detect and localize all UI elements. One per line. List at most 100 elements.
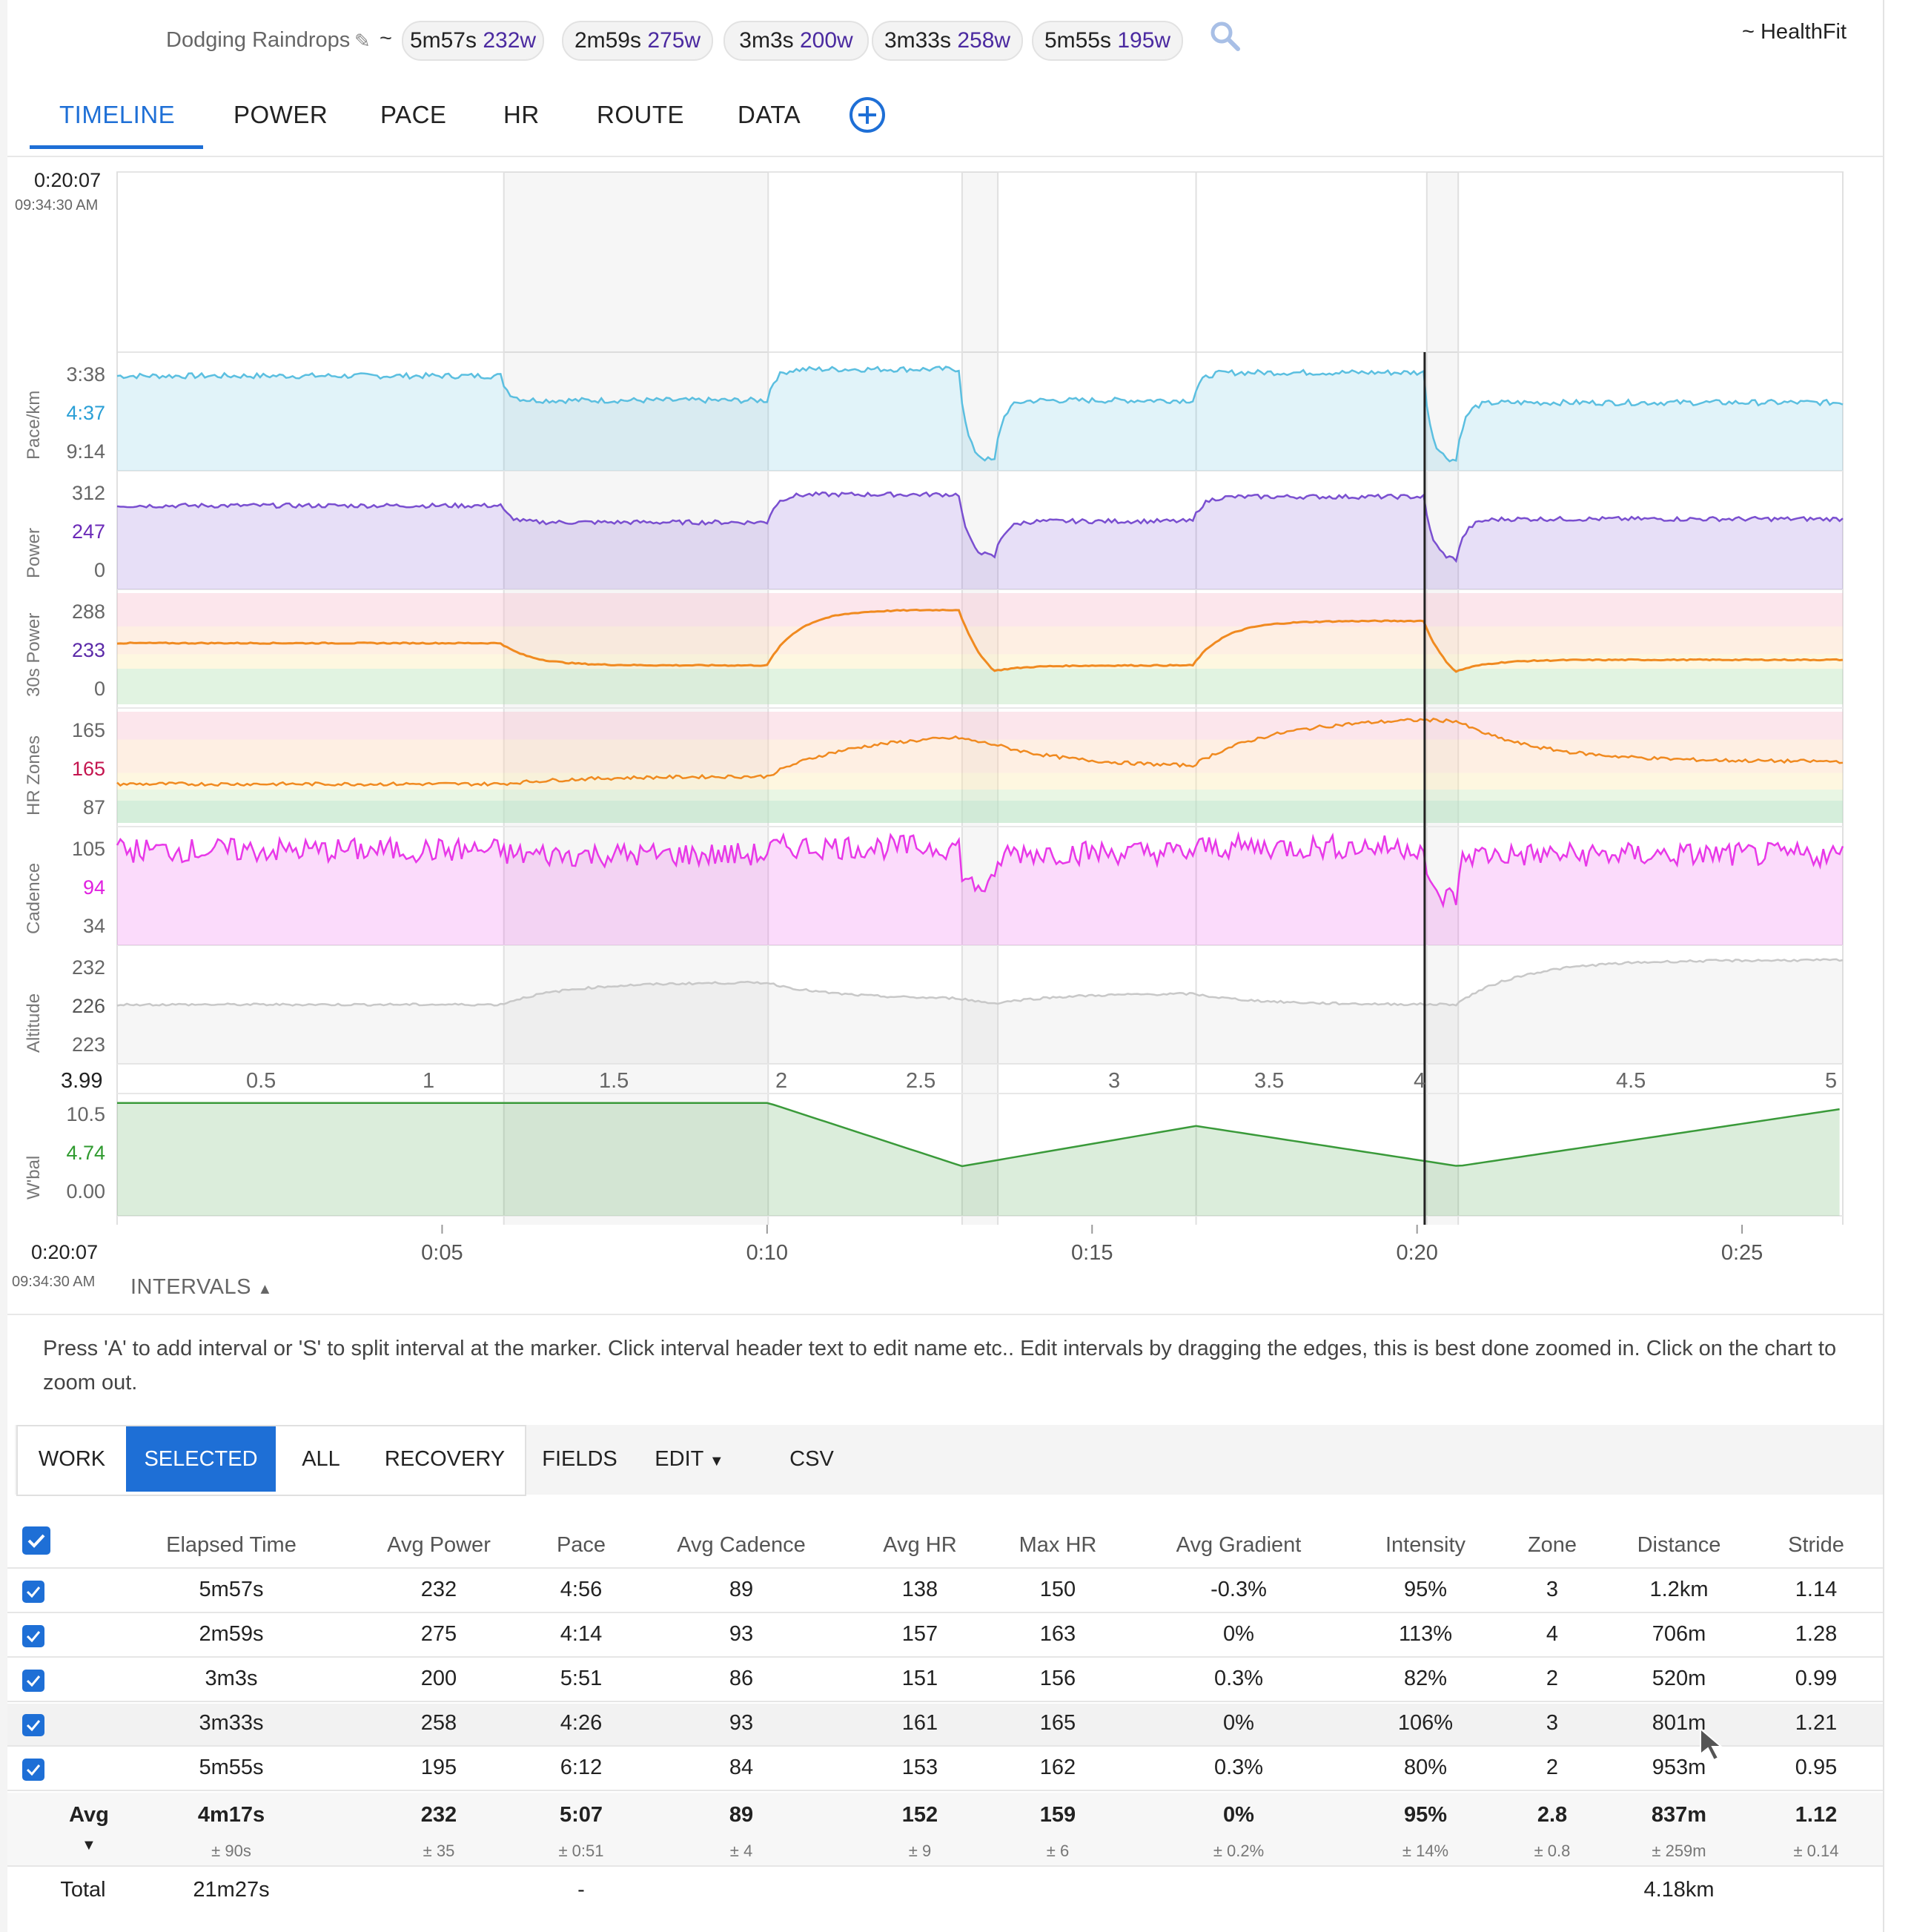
chart-title: 30s Power [24,612,44,697]
table-cell: 3m3s [205,1667,258,1690]
table-cell: 138 [901,1578,938,1601]
table-cell: 2m59s [199,1622,264,1646]
y-top-label: 165 [71,719,105,741]
table-cell: 1.21 [1795,1711,1838,1735]
y-bottom-label: 0 [93,678,105,700]
column-header-stride: Stride [1788,1533,1844,1557]
table-row[interactable]: 5m57s 232 4:56 89 138 150 -0.3% 95% 3 1.2km 1.14 [0,1573,1883,1610]
tab-timeline[interactable]: TIMELINE [59,101,176,128]
interval-chip[interactable]: 2m59s 275w [562,21,713,61]
wbal-line [117,1102,1840,1168]
avg-sd: ± 4 [729,1842,753,1860]
table-cell: -0.3% [1210,1578,1267,1601]
table-cell: 0% [1223,1711,1254,1735]
interval-chip[interactable]: 5m57s 232w [402,21,544,61]
30s-power-zone-band [117,593,1843,626]
chart-title: Pace/km [24,390,44,460]
distance-tick-label: 2 [775,1069,788,1093]
distance-tick-label: 2.5 [906,1069,936,1093]
y-mid-label: 94 [82,876,105,899]
table-cell: 82% [1403,1667,1448,1690]
y-mid-label: 233 [71,639,105,661]
y-top-label: 10.5 [66,1103,105,1125]
row-checkbox[interactable] [22,1759,44,1781]
table-row[interactable]: 3m33s 258 4:26 93 161 165 0% 106% 3 801m 1.21 [0,1707,1883,1744]
active-tab-indicator [30,145,203,149]
avg-value: 2.8 [1537,1803,1568,1827]
edit-button[interactable]: EDIT ▼ [655,1447,724,1471]
table-cell: 0.95 [1795,1756,1838,1779]
table-cell: 150 [1039,1578,1076,1601]
tab-data[interactable]: DATA [738,101,801,128]
table-cell: 520m [1652,1667,1706,1690]
header-tilde: ~ [380,27,392,50]
avg-value: 159 [1039,1803,1076,1827]
avg-row-bg [7,1793,1883,1867]
avg-sd: ± 0.14 [1793,1842,1839,1860]
row-line [7,1656,1883,1658]
divider [7,1314,1883,1315]
total-label: Total [60,1878,106,1902]
table-row[interactable]: 5m55s 195 6:12 84 153 162 0.3% 80% 2 953m 0.95 [0,1751,1883,1788]
table-cell: 161 [901,1711,938,1735]
intervals-toggle[interactable]: INTERVALS ▲ [130,1275,273,1299]
tab-power[interactable]: POWER [234,101,328,128]
activity-name[interactable]: Dodging Raindrops [166,28,351,52]
table-cell: 162 [1039,1756,1076,1779]
filter-work-button[interactable]: WORK [38,1447,106,1471]
tab-route[interactable]: ROUTE [597,101,684,128]
row-checkbox[interactable] [22,1714,44,1736]
total-time: 21m27s [193,1878,270,1902]
row-checkbox[interactable] [22,1625,44,1647]
y-bottom-label: 0 [93,559,105,581]
select-all-checkbox[interactable] [22,1526,50,1555]
column-header-max-hr: Max HR [1019,1533,1097,1557]
table-row[interactable]: 3m3s 200 5:51 86 151 156 0.3% 82% 2 520m 0.99 [0,1662,1883,1699]
tabs-divider [7,156,1883,157]
table-cell: 3 [1546,1711,1559,1735]
time-tick-label: 0:10 [746,1241,789,1265]
filter-recovery-button[interactable]: RECOVERY [384,1447,506,1471]
y-top-label: 105 [71,838,105,860]
table-cell: 89 [729,1578,754,1601]
distance-tick-label: 4 [1414,1069,1426,1093]
avg-sd: ± 0:51 [558,1842,604,1860]
table-header-line [7,1567,1883,1569]
tab-hr[interactable]: HR [503,101,540,128]
csv-button[interactable]: CSV [789,1447,834,1471]
marker-time-top: 0:20:07 [34,169,102,191]
interval-chip[interactable]: 5m55s 195w [1032,21,1183,61]
avg-value: 152 [901,1803,938,1827]
interval-chip[interactable]: 3m33s 258w [872,21,1023,61]
chart-title: Power [24,527,44,578]
interval-chip[interactable]: 3m3s 200w [723,21,869,61]
mouse-cursor-icon [1700,1727,1723,1761]
marker-clock-bottom: 09:34:30 AM [12,1274,96,1290]
add-tab-icon[interactable] [849,96,886,133]
y-bottom-label: 87 [82,796,105,818]
table-row[interactable]: 2m59s 275 4:14 93 157 163 0% 113% 4 706m 1.28 [0,1618,1883,1655]
avg-dropdown-icon[interactable]: ▼ [82,1837,96,1853]
edit-pencil-icon[interactable]: ✎ [354,30,371,52]
tab-pace[interactable]: PACE [380,101,447,128]
timeline-chart[interactable] [0,0,1911,1260]
filter-selected-button[interactable]: SELECTED [126,1426,276,1492]
hr-zone-band [117,739,1843,773]
marker-time-bottom: 0:20:07 [31,1241,99,1263]
altitude-area [117,959,1843,1064]
table-cell: 1.28 [1795,1622,1838,1646]
time-tick-label: 0:25 [1720,1241,1763,1265]
row-line [7,1745,1883,1747]
column-header-avg-power: Avg Power [387,1533,491,1557]
avg-sd: ± 35 [423,1842,455,1860]
row-checkbox[interactable] [22,1670,44,1692]
search-icon[interactable] [1208,19,1242,53]
fields-button[interactable]: FIELDS [542,1447,617,1471]
table-cell: 165 [1039,1711,1076,1735]
row-checkbox[interactable] [22,1581,44,1603]
table-cell: 156 [1039,1667,1076,1690]
y-mid-label: 247 [71,520,105,543]
right-scrollbar-area[interactable] [1883,0,1911,1932]
hr-line [116,718,1844,787]
filter-all-button[interactable]: ALL [302,1447,340,1471]
